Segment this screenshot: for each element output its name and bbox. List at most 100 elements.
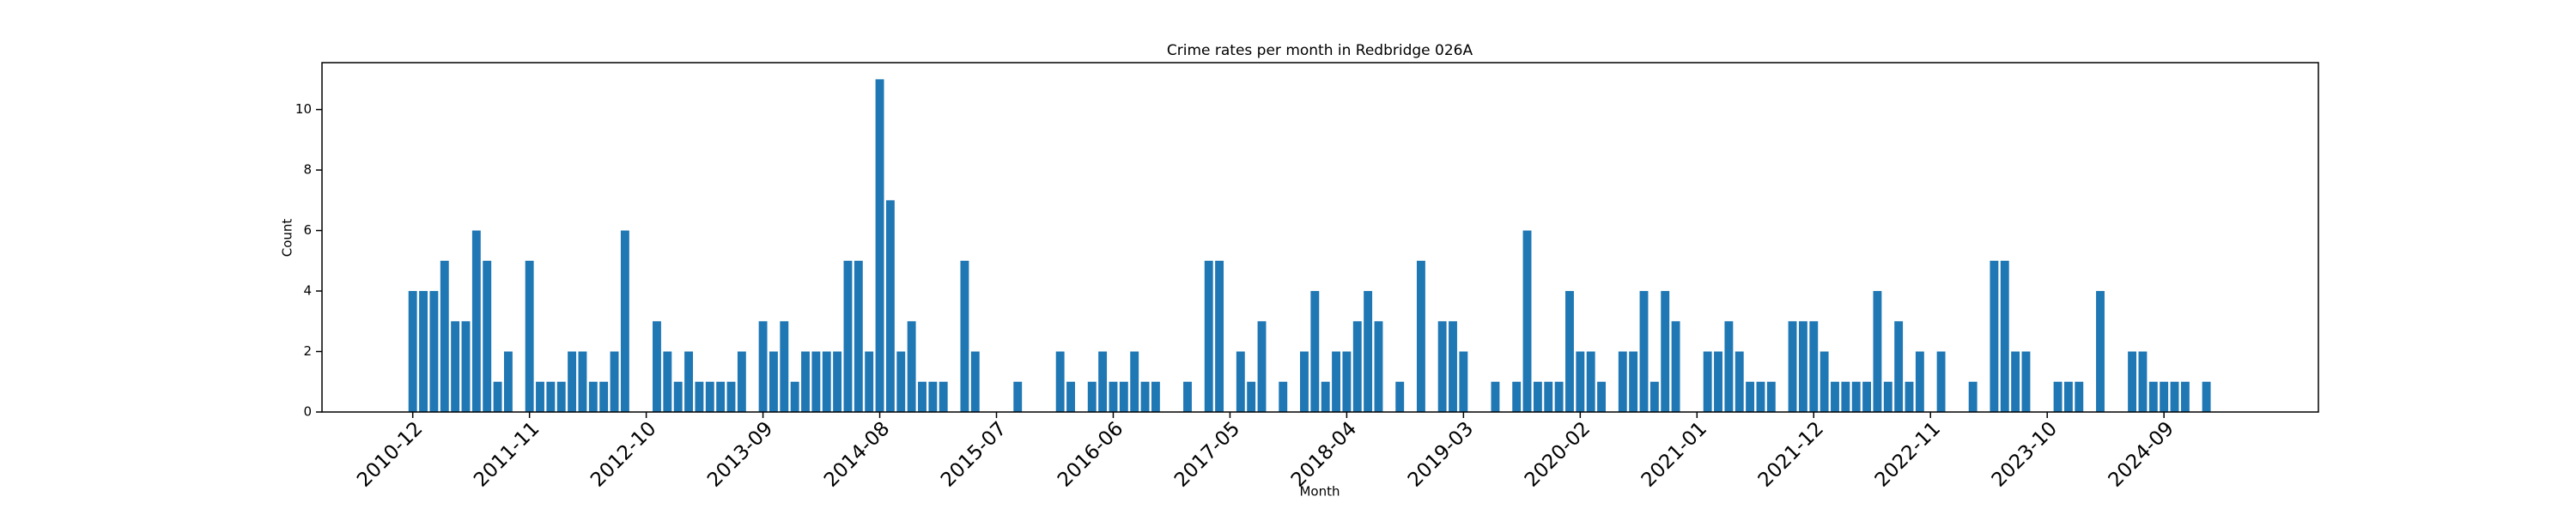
bar <box>769 351 778 412</box>
bar <box>928 381 938 412</box>
bar <box>1533 381 1542 412</box>
bar <box>1798 321 1807 412</box>
x-tick-label: 2021-12 <box>1754 417 1828 491</box>
bar <box>2138 351 2148 412</box>
y-tick-label: 10 <box>295 101 312 117</box>
bar <box>1437 321 1447 412</box>
bar <box>1310 291 1320 412</box>
bar <box>536 381 544 412</box>
bar <box>1862 381 1872 412</box>
bar <box>780 321 789 412</box>
bar <box>865 351 874 412</box>
bar <box>1342 351 1352 412</box>
bar <box>568 351 577 412</box>
bar <box>960 260 969 412</box>
bar <box>1236 351 1245 412</box>
bar <box>451 321 460 412</box>
bar <box>1522 230 1532 412</box>
bar <box>1565 291 1574 412</box>
bar <box>2053 381 2063 412</box>
bar <box>854 260 863 412</box>
x-tick-label: 2019-03 <box>1404 417 1478 491</box>
bar <box>1321 381 1330 412</box>
bar <box>758 321 768 412</box>
bar <box>939 381 948 412</box>
bar <box>1055 351 1065 412</box>
bar <box>1746 381 1755 412</box>
bar <box>1894 321 1904 412</box>
bar <box>556 381 566 412</box>
x-tick-label: 2024-09 <box>2105 417 2178 491</box>
bar <box>1449 321 1457 412</box>
bar <box>1649 381 1659 412</box>
bar <box>1820 351 1829 412</box>
bar <box>419 291 428 412</box>
bar <box>1098 351 1108 412</box>
bar <box>2011 351 2020 412</box>
bar <box>546 381 556 412</box>
bar <box>790 381 799 412</box>
x-tick-label: 2020-02 <box>1521 417 1595 491</box>
bar <box>907 321 916 412</box>
bar <box>2128 351 2137 412</box>
bar <box>1576 351 1585 412</box>
bar <box>2021 351 2031 412</box>
bar <box>1766 381 1776 412</box>
x-tick-label: 2015-07 <box>937 417 1011 491</box>
x-tick-label: 2012-10 <box>586 417 660 491</box>
bar <box>1990 260 1999 412</box>
bar <box>1140 381 1150 412</box>
bar <box>822 351 831 412</box>
plot-frame <box>321 62 2319 413</box>
bar <box>1300 351 1309 412</box>
y-tick-label: 8 <box>303 162 312 178</box>
bar <box>716 381 726 412</box>
bar <box>2202 381 2211 412</box>
bar <box>1544 381 1553 412</box>
bar <box>493 381 502 412</box>
bar <box>1332 351 1340 412</box>
bar <box>726 381 736 412</box>
bar <box>1968 381 1978 412</box>
bar <box>1883 381 1893 412</box>
bar <box>2160 381 2169 412</box>
x-tick-label: 2021-01 <box>1637 417 1711 491</box>
bar <box>1671 321 1680 412</box>
bar <box>705 381 714 412</box>
bar <box>875 79 884 412</box>
bar <box>1183 381 1192 412</box>
bar <box>653 321 661 412</box>
bar <box>1119 381 1128 412</box>
bar <box>1352 321 1362 412</box>
x-tick-label: 2011-11 <box>470 417 544 491</box>
x-tick-label: 2010-12 <box>353 417 427 491</box>
y-tick-label: 4 <box>303 283 312 299</box>
bar <box>833 351 842 412</box>
y-axis-label: Count <box>280 219 295 258</box>
bar <box>1788 321 1797 412</box>
bar <box>503 351 513 412</box>
bar <box>1735 351 1744 412</box>
bar <box>1831 381 1839 412</box>
bar <box>471 230 481 412</box>
bar <box>525 260 534 412</box>
bar <box>440 260 449 412</box>
bar <box>610 351 619 412</box>
bar <box>1257 321 1267 412</box>
bar <box>811 351 821 412</box>
bar <box>1661 291 1670 412</box>
bar <box>1204 260 1213 412</box>
bar <box>684 351 693 412</box>
bar <box>408 291 417 412</box>
bar <box>1279 381 1288 412</box>
bar <box>1629 351 1638 412</box>
bar <box>695 381 704 412</box>
bar <box>1130 351 1139 412</box>
bar <box>1416 260 1425 412</box>
bar <box>1215 260 1224 412</box>
bar <box>1915 351 1924 412</box>
bar <box>663 351 672 412</box>
x-tick-label: 2017-05 <box>1170 417 1244 491</box>
bar <box>1618 351 1627 412</box>
